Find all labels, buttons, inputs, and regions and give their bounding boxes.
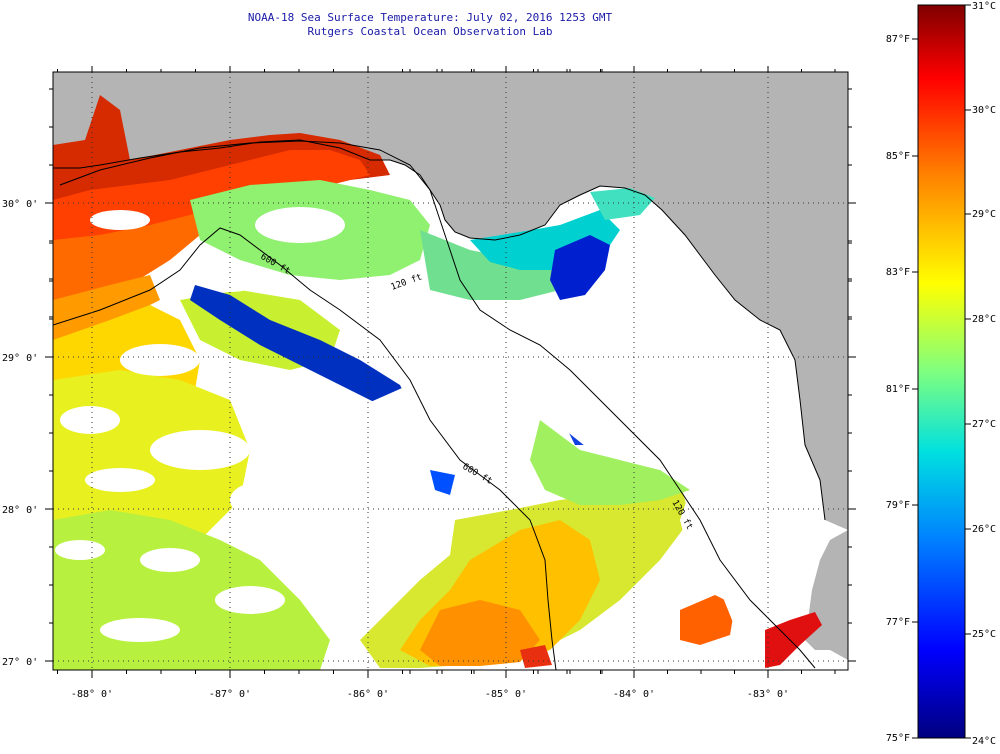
c-label: 30°C <box>972 105 996 116</box>
colorbar <box>917 4 966 739</box>
f-label: 87°F <box>886 34 910 45</box>
lon-label: -84° 0' <box>613 689 655 700</box>
colorbar-celsius-labels: 31°C 30°C 29°C 28°C 27°C 26°C 25°C 24°C <box>972 1 996 747</box>
lat-label: 29° 0' <box>2 353 38 364</box>
f-label: 75°F <box>886 733 910 744</box>
cloud-mask <box>55 207 810 642</box>
lon-label: -85° 0' <box>485 689 527 700</box>
land-mass <box>53 72 848 530</box>
depth-contours <box>53 139 826 670</box>
lat-label: 28° 0' <box>2 505 38 516</box>
map-title: NOAA-18 Sea Surface Temperature: July 02… <box>247 11 613 24</box>
longitude-labels: -88° 0' -87° 0' -86° 0' -85° 0' -84° 0' … <box>71 689 789 700</box>
c-label: 27°C <box>972 419 996 430</box>
f-label: 85°F <box>886 151 910 162</box>
map-frame <box>52 71 849 671</box>
c-label: 29°C <box>972 209 996 220</box>
colorbar-ticks <box>912 4 971 739</box>
lat-label: 27° 0' <box>2 657 38 668</box>
map-subtitle: Rutgers Coastal Ocean Observation Lab <box>307 25 553 38</box>
c-label: 28°C <box>972 314 996 325</box>
coast-outline <box>53 139 826 521</box>
latitude-labels: 30° 0' 29° 0' 28° 0' 27° 0' <box>2 199 38 668</box>
f-label: 79°F <box>886 500 910 511</box>
axis-ticks <box>45 66 856 678</box>
c-label: 26°C <box>972 524 996 535</box>
c-label: 31°C <box>972 1 996 12</box>
lon-label: -86° 0' <box>347 689 389 700</box>
lat-label: 30° 0' <box>2 199 38 210</box>
contour-600ft-line <box>53 227 557 670</box>
f-label: 77°F <box>886 617 910 628</box>
contour-120ft-line <box>59 140 816 669</box>
f-label: 83°F <box>886 267 910 278</box>
lon-label: -88° 0' <box>71 689 113 700</box>
lon-label: -87° 0' <box>209 689 251 700</box>
colorbar-fahrenheit-labels: 87°F 85°F 83°F 81°F 79°F 77°F 75°F <box>886 34 910 744</box>
c-label: 24°C <box>972 736 996 747</box>
c-label: 25°C <box>972 629 996 640</box>
lon-label: -83° 0' <box>747 689 789 700</box>
f-label: 81°F <box>886 384 910 395</box>
